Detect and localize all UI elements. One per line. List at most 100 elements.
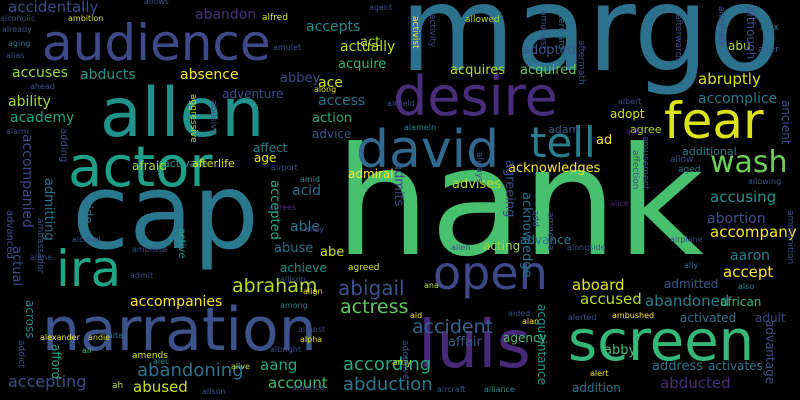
word: ah [112,381,124,391]
word: abu [728,39,751,53]
word: admitted [664,277,719,291]
word: alice [610,199,629,208]
word: aboard [572,276,625,294]
word: cap [72,151,259,273]
word: along [314,85,337,94]
word: abuse [274,241,314,256]
word: activist [410,16,420,49]
word: alec [153,357,170,366]
word: acknowledge [519,192,534,278]
word: alarm [6,127,29,136]
word: abbey [280,71,321,86]
word: aged [678,165,701,175]
word: aid [410,311,423,320]
word: alter [758,45,779,55]
word: acquire [338,57,387,72]
word: admit [130,271,154,280]
word: accepting [8,372,87,391]
word: allow [670,155,694,165]
word: abducted [660,374,731,392]
word: able [290,219,320,235]
word: aang [260,356,298,374]
word: alexander [40,333,80,342]
word: abraham [232,275,318,297]
word: agent [369,3,393,12]
word: accompanied [19,134,35,228]
word: acquires [450,63,506,78]
word: admiral [348,167,394,181]
word: adding [58,128,69,163]
word: acid [292,183,322,199]
word: aide [81,198,95,224]
word: accept [723,263,774,281]
word: alive [231,362,251,371]
word: abusive [208,100,218,135]
word: andie [88,333,111,342]
word: abused [133,378,188,396]
word: amusement [640,136,650,190]
word: accompany [710,223,797,241]
word: amnesia [545,212,555,251]
word: amid [300,175,320,184]
word: alerted [568,313,597,322]
word: addict [16,340,26,368]
word: acting [483,239,521,253]
word: abducts [80,67,136,83]
word: airfield [387,99,415,108]
word: agree [630,123,662,136]
word: absence [180,67,239,83]
word: adventure [222,87,284,101]
word: across [23,300,37,339]
word: acquaintance [535,304,549,386]
word: adult [755,311,786,325]
word: ancient [779,100,793,145]
word: desire [393,65,558,128]
word: additional [682,145,737,158]
word: admits [391,162,406,207]
word: according [343,354,432,375]
word: advice [312,127,352,141]
word: amy [392,358,412,368]
word: alpha [300,335,323,344]
word: accused [580,290,642,308]
word: aided [508,309,531,318]
word: abigail [338,276,405,300]
word: airport [271,163,298,172]
word: ambrose [132,245,167,254]
word: agreeing [502,160,517,218]
word: adopted [522,43,576,58]
word: actual [9,246,24,287]
word: afterward [556,6,566,50]
word: afford [49,344,63,380]
word: ability [8,94,51,110]
word: abandoned [645,292,730,310]
word: alison [202,387,226,396]
word: add [530,210,540,227]
word: although [744,6,758,60]
word: ad [596,133,613,148]
word: accomplice [698,91,778,107]
word: aging [8,39,31,48]
word: access [318,93,366,109]
word: alone [30,253,53,262]
word: narration [42,295,317,365]
word: among [280,301,308,310]
word: advantage [763,320,777,385]
word: screen [568,309,755,374]
word: alan [522,317,540,326]
word: agrees [269,203,297,212]
word: david [356,120,500,180]
word: allows [144,0,169,6]
word: allowing [748,177,782,186]
word: aircraft [437,385,466,394]
word: accepts [306,19,361,35]
word: abandoning [137,360,244,381]
word: afterlife [192,157,235,170]
word: adam [548,123,580,136]
word: academy [10,110,75,126]
word: act [360,35,381,50]
word: alley [305,225,325,234]
word: america [292,383,325,392]
word: accuses [12,65,69,81]
